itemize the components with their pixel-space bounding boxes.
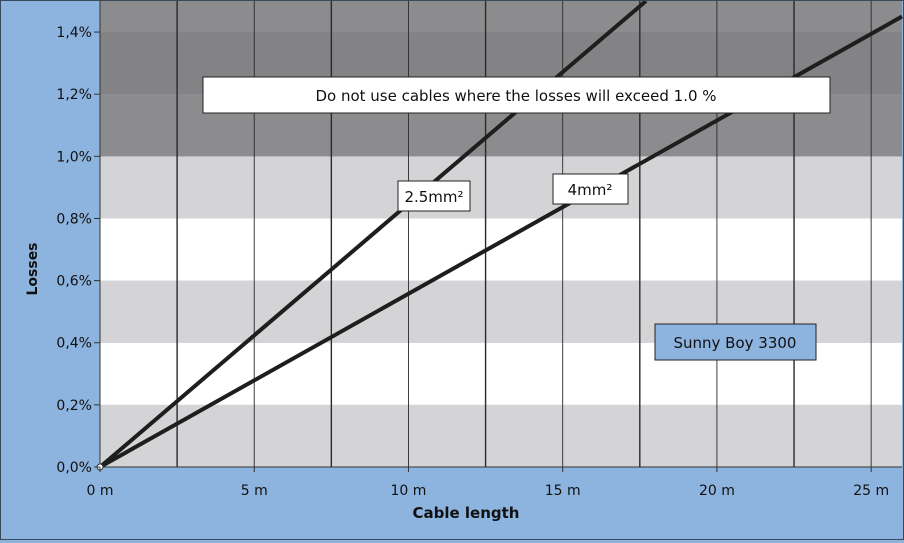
series-label-4mm: 4mm²: [552, 173, 629, 205]
series-label-4mm-text: 4mm²: [568, 181, 613, 199]
warning-text: Do not use cables where the losses will …: [315, 87, 716, 105]
warning-band-2: [100, 1, 902, 33]
x-tick-label: 25 m: [853, 483, 889, 499]
y-tick-labels: 0,0% 0,2% 0,4% 0,6% 0,8% 1,0% 1,2% 1,4%: [56, 25, 100, 476]
warning-banner: Do not use cables where the losses will …: [202, 76, 831, 114]
band-3: [100, 218, 902, 281]
y-tick-label: 0,0%: [56, 460, 92, 476]
y-axis-label: Losses: [25, 242, 41, 295]
series-label-2-5mm-text: 2.5mm²: [404, 188, 463, 206]
series-label-2-5mm: 2.5mm²: [397, 180, 471, 212]
x-tick-labels: 0 m 5 m 10 m 15 m 20 m 25 m: [87, 467, 889, 499]
x-axis-label: Cable length: [413, 504, 520, 522]
y-tick-label: 1,2%: [56, 87, 92, 103]
x-tick-label: 10 m: [391, 483, 427, 499]
y-tick-label: 1,0%: [56, 149, 92, 165]
band-0: [100, 404, 902, 467]
info-label: Sunny Boy 3300: [674, 334, 797, 352]
x-tick-label: 15 m: [545, 483, 581, 499]
y-tick-label: 0,8%: [56, 211, 92, 227]
y-tick-label: 0,2%: [56, 398, 92, 414]
x-tick-label: 20 m: [699, 483, 735, 499]
y-tick-label: 1,4%: [56, 25, 92, 41]
x-tick-label: 0 m: [87, 483, 114, 499]
info-box: Sunny Boy 3300: [654, 323, 817, 361]
y-tick-label: 0,4%: [56, 336, 92, 352]
band-4: [100, 156, 902, 219]
background-bands: [100, 1, 902, 467]
y-tick-label: 0,6%: [56, 274, 92, 290]
x-tick-label: 5 m: [241, 483, 268, 499]
